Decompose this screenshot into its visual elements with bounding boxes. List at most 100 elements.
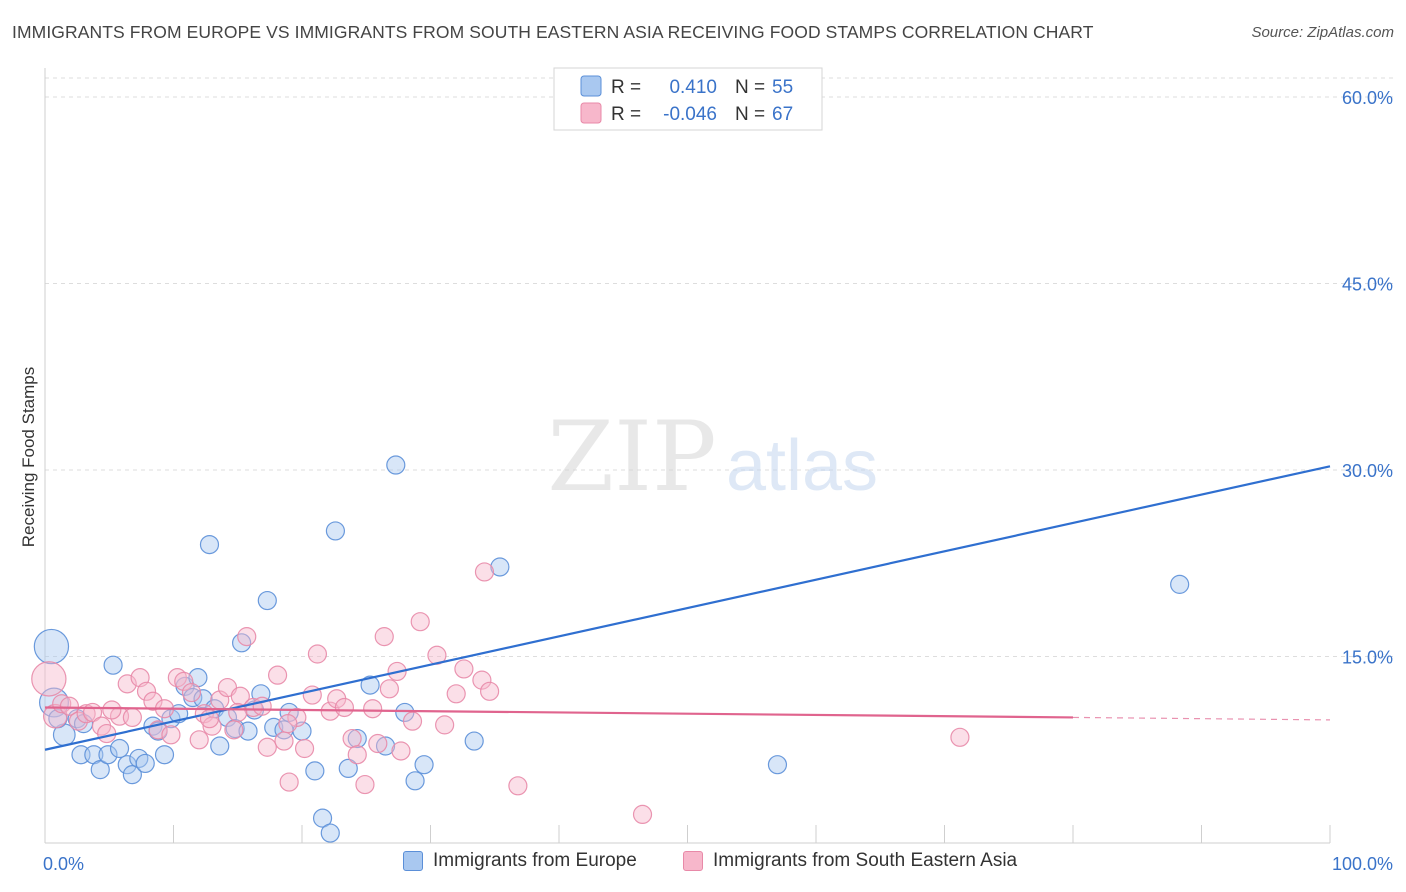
- asia-point-66: [278, 714, 298, 734]
- europe-point-10: [103, 655, 123, 675]
- asia-point-50: [391, 741, 411, 761]
- asia-point-46: [368, 733, 388, 754]
- europe-point-43: [338, 758, 358, 779]
- asia-point-36: [294, 738, 315, 759]
- asia-point-0: [31, 661, 67, 697]
- asia-point-60: [508, 776, 528, 796]
- stats-r-label-europe: R =: [611, 77, 641, 98]
- stats-n-label-asia: N =: [735, 104, 765, 125]
- asia-point-54: [435, 715, 455, 735]
- europe-points: [33, 455, 1190, 843]
- stats-n-value-asia: 67: [772, 104, 793, 125]
- legend-item-asia: Immigrants from South Eastern Asia: [683, 850, 1017, 872]
- asia-point-61: [632, 804, 653, 825]
- asia-point-64: [102, 700, 122, 720]
- europe-point-49: [405, 771, 425, 791]
- asia-point-11: [122, 707, 142, 728]
- europe-point-30: [232, 633, 252, 653]
- asia-point-55: [446, 684, 466, 704]
- europe-point-52: [490, 557, 510, 577]
- europe-point-8: [90, 760, 110, 780]
- europe-point-25: [199, 534, 220, 555]
- asia-point-27: [230, 686, 250, 706]
- asia-point-56: [454, 659, 474, 679]
- asia-point-13: [136, 681, 157, 701]
- europe-point-41: [320, 823, 340, 843]
- asia-point-62: [950, 727, 970, 747]
- asia-point-51: [402, 711, 423, 731]
- watermark-atlas: atlas: [726, 426, 878, 506]
- asia-point-41: [334, 697, 355, 718]
- trend-lines: [44, 465, 1331, 751]
- stats-r-value-europe: 0.410: [669, 77, 717, 98]
- europe-point-50: [414, 755, 434, 775]
- asia-point-34: [279, 772, 299, 792]
- asia-point-28: [237, 627, 257, 647]
- stats-r-label-asia: R =: [611, 104, 641, 125]
- europe-point-18: [154, 745, 175, 765]
- europe-point-39: [305, 761, 325, 781]
- asia-point-8: [97, 723, 117, 744]
- asia-points: [31, 562, 970, 825]
- asia-point-17: [161, 725, 181, 745]
- chart-title: IMMIGRANTS FROM EUROPE VS IMMIGRANTS FRO…: [12, 22, 1094, 42]
- europe-point-27: [210, 736, 230, 756]
- asia-point-21: [189, 730, 209, 750]
- asia-point-20: [181, 682, 202, 703]
- asia-point-48: [379, 679, 399, 699]
- legend-label-europe: Immigrants from Europe: [433, 850, 637, 871]
- asia-trend-line: [44, 706, 1074, 719]
- bottom-legend: Immigrants from Europe Immigrants from S…: [0, 850, 1406, 880]
- europe-point-0: [33, 628, 70, 665]
- asia-point-59: [474, 562, 495, 582]
- axes: [44, 68, 1331, 844]
- asia-point-3: [59, 696, 80, 716]
- tick-labels: 15.0% 30.0% 45.0% 60.0% 0.0% 100.0%: [43, 88, 1393, 874]
- europe-point-13: [122, 765, 142, 785]
- y-axis-label: Receiving Food Stamps: [19, 367, 38, 547]
- europe-point-54: [1170, 574, 1190, 594]
- stats-n-label-europe: N =: [735, 77, 765, 98]
- stats-swatch-asia: [580, 102, 602, 124]
- europe-point-11: [109, 738, 130, 759]
- asia-point-52: [410, 612, 430, 632]
- y-tick-label-2: 45.0%: [1342, 275, 1393, 295]
- asia-point-5: [76, 704, 96, 724]
- stats-legend: R = 0.410 N = 55 R = -0.046 N = 67: [553, 67, 823, 131]
- asia-point-4: [68, 711, 89, 731]
- legend-swatch-asia: [683, 851, 703, 871]
- europe-point-9: [98, 745, 118, 765]
- asia-point-26: [224, 720, 244, 740]
- asia-point-58: [480, 681, 500, 701]
- asia-trend-extension: [1072, 716, 1331, 721]
- europe-point-53: [767, 755, 788, 775]
- europe-point-31: [238, 721, 258, 741]
- legend-item-europe: Immigrants from Europe: [403, 850, 637, 872]
- asia-point-31: [257, 737, 277, 757]
- legend-label-asia: Immigrants from South Eastern Asia: [713, 850, 1018, 871]
- asia-point-33: [274, 731, 294, 751]
- asia-point-19: [174, 671, 194, 691]
- stats-swatch-europe: [580, 75, 602, 97]
- europe-point-44: [347, 728, 367, 749]
- europe-point-45: [360, 675, 380, 695]
- europe-point-40: [312, 808, 333, 828]
- watermark: ZIP atlas: [547, 401, 878, 513]
- europe-point-42: [325, 521, 346, 541]
- europe-point-46: [375, 736, 396, 756]
- legend-swatch-europe: [403, 851, 423, 871]
- x-tick-label-1: 100.0%: [1332, 854, 1393, 874]
- europe-point-47: [386, 455, 406, 475]
- asia-point-23: [202, 716, 222, 736]
- source-credit: Source: ZipAtlas.com: [1251, 24, 1394, 41]
- europe-point-51: [464, 731, 484, 751]
- asia-point-47: [374, 627, 394, 647]
- y-tick-label-3: 60.0%: [1342, 88, 1393, 108]
- stats-r-value-asia: -0.046: [663, 104, 717, 125]
- asia-point-43: [347, 745, 367, 765]
- europe-point-15: [135, 753, 155, 774]
- europe-point-14: [129, 748, 149, 769]
- asia-point-42: [342, 728, 362, 749]
- asia-point-32: [267, 665, 288, 685]
